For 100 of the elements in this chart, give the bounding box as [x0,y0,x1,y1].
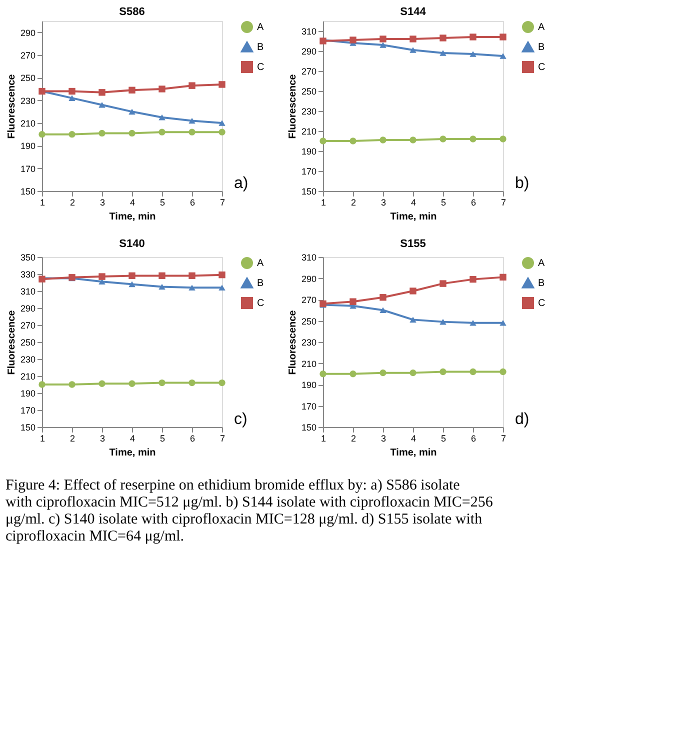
point [440,368,446,376]
y-tick-label: 290 [20,28,36,38]
y-axis-title: Fluorescence [287,310,298,375]
x-axis-title: Time, min [390,212,437,222]
point [440,50,446,56]
y-axis-title: Fluorescence [6,310,18,375]
y-tick-label: 150 [20,422,36,432]
x-axis-title: Time, min [109,212,156,222]
x-tick-label: 6 [470,198,476,208]
y-tick-label: 310 [301,252,316,262]
x-tick-label: 1 [320,434,326,444]
y-tick-label: 270 [301,295,316,305]
chart-title: S155 [400,238,426,250]
point [68,88,76,95]
point [380,294,386,301]
y-axis-title: Fluorescence [6,74,18,139]
point [158,379,166,386]
point [470,51,476,57]
legend-label: A [257,258,264,269]
x-tick-label: 5 [160,434,166,444]
caption: Figure 4: Effect of reserpine on ethidium bromide efflux by: a) S586 isolate with ciprofloxacin MIC=512 μg/ml. b) S144 isolate with ciprofloxacin MIC=256 μg/ml. c) S140 isolate with ciprofloxacin MIC=128 μg/ml. d) S155 isolate with ciprofloxacin MIC=64 μg/ml. [5,478,494,544]
point [410,136,416,144]
y-tick-label: 250 [20,73,36,84]
y-tick-label: 190 [301,380,316,390]
point [128,272,136,280]
x-tick-label: 3 [380,434,386,444]
x-tick-label: 7 [220,198,226,208]
y-tick-label: 190 [20,141,36,152]
x-tick-label: 1 [40,434,46,444]
point [380,369,386,376]
legend-label: A [257,22,264,33]
y-tick-label: 290 [301,46,316,56]
point [128,108,136,115]
chart-title: S144 [400,6,427,18]
point [350,370,356,378]
x-tick-label: 3 [380,198,386,208]
x-tick-label: 4 [130,434,136,444]
x-tick-label: 6 [190,434,196,444]
point [188,284,196,291]
point [158,86,166,92]
point [128,380,136,387]
y-tick-label: 290 [301,274,316,284]
point [98,102,106,108]
point [410,36,416,42]
text: b) [515,175,530,192]
y-tick-label: 210 [301,358,316,369]
point [128,86,136,94]
point [500,320,506,326]
legend-label: C [257,62,264,73]
y-tick-label: 310 [301,26,316,36]
point [218,81,226,88]
chart-title: S140 [119,238,145,250]
point [218,128,226,136]
y-tick-label: 350 [20,252,36,262]
x-tick-label: 3 [100,198,106,208]
point [500,53,506,59]
point [128,281,136,288]
point [470,320,476,326]
point [98,380,106,387]
y-tick-label: 190 [301,146,316,156]
point [380,307,386,314]
y-tick-label: 230 [301,106,316,116]
point [38,130,46,138]
x-tick-label: 1 [40,198,46,208]
legend-label: A [538,22,545,33]
y-tick-label: 270 [301,66,316,76]
legend-label: B [538,42,545,53]
x-tick-label: 5 [440,198,446,208]
x-tick-label: 7 [500,198,506,208]
x-axis-title: Time, min [390,448,437,458]
text: d) [515,411,530,428]
y-tick-label: 290 [20,304,36,314]
point [218,284,226,291]
point [350,138,356,144]
chart-title: S586 [119,6,145,18]
x-tick-label: 7 [500,434,506,444]
x-tick-label: 2 [350,198,356,208]
legend-label: B [257,42,264,53]
point [410,288,416,294]
legend-label: C [538,298,546,309]
point [188,272,196,280]
y-tick-label: 170 [301,166,316,176]
point [320,370,326,378]
text: a) [234,175,248,192]
legend-label: B [538,278,545,289]
y-tick-label: 230 [301,338,316,348]
legend-label: B [257,278,264,289]
y-tick-label: 150 [20,186,36,196]
point [98,278,106,285]
x-tick-label: 4 [410,198,416,208]
y-tick-label: 150 [301,186,316,196]
point [500,136,506,142]
x-tick-label: 7 [220,434,226,444]
point [380,36,386,42]
y-tick-label: 270 [20,50,36,60]
x-tick-label: 1 [320,198,326,208]
point [500,34,506,40]
y-tick-label: 210 [20,118,36,128]
legend-label: C [538,62,546,73]
y-tick-label: 210 [20,372,36,382]
